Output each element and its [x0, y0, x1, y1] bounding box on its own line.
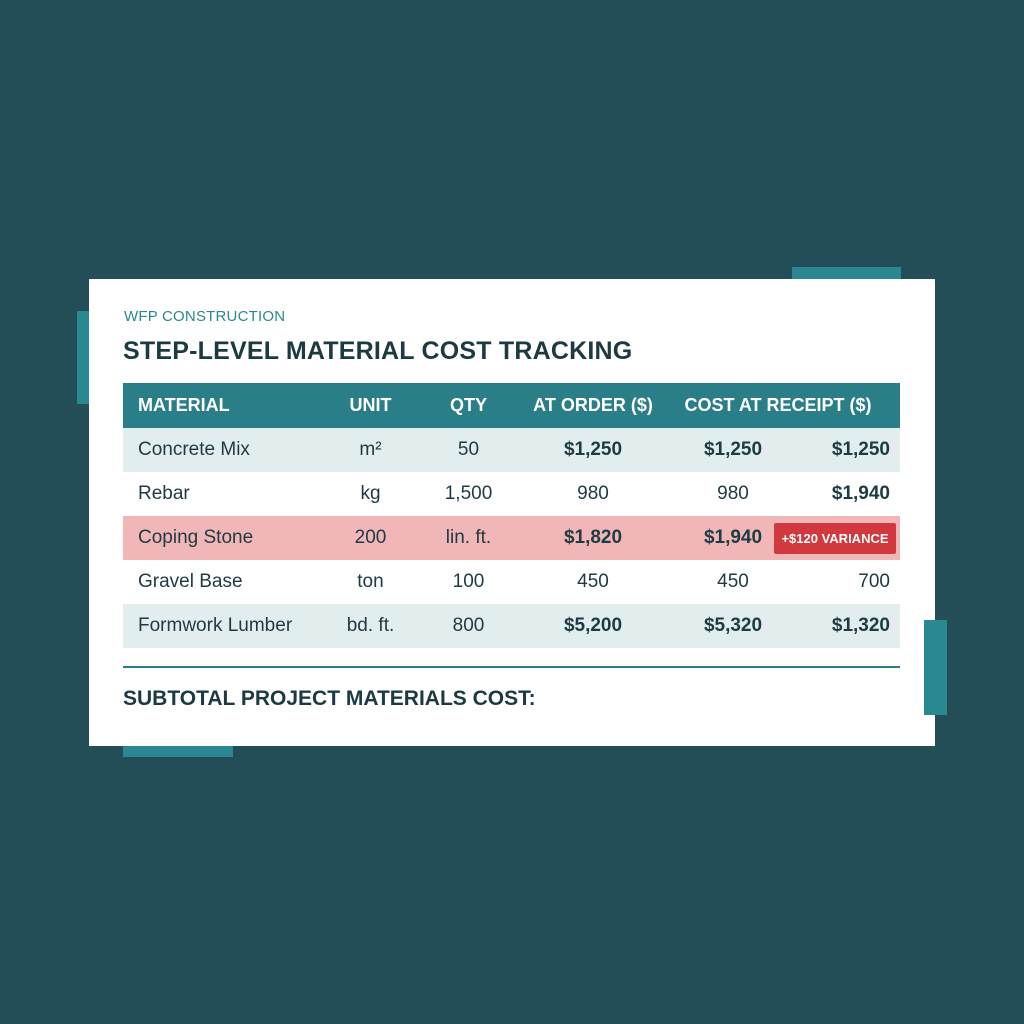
- table-row[interactable]: Rebar kg 1,500 980 980 $1,940: [123, 472, 900, 516]
- column-header-unit: UNIT: [349, 395, 392, 415]
- table-row[interactable]: Concrete Mix m² 50 $1,250 $1,250 $1,250: [123, 428, 900, 472]
- at-order-cell: 980: [577, 483, 609, 504]
- table-row-variance[interactable]: Coping Stone 200 lin. ft. $1,820 $1,940 …: [123, 516, 900, 560]
- receipt-cell: 450: [717, 571, 749, 592]
- unit-cell: kg: [360, 483, 381, 504]
- total-cell: 700: [858, 571, 890, 592]
- total-cell: $1,940: [831, 483, 890, 504]
- page-title: STEP-LEVEL MATERIAL COST TRACKING: [123, 337, 633, 365]
- qty-cell: lin. ft.: [445, 527, 492, 548]
- material-cell: Gravel Base: [138, 571, 243, 592]
- qty-cell: 50: [457, 439, 480, 460]
- material-cell: Formwork Lumber: [138, 615, 293, 636]
- table-row[interactable]: Gravel Base ton 100 450 450 700: [123, 560, 900, 604]
- material-cell: Rebar: [138, 483, 190, 504]
- cost-tracking-card: WFP CONSTRUCTION STEP-LEVEL MATERIAL COS…: [89, 279, 935, 746]
- decorative-accent-bar: [924, 620, 947, 715]
- column-header-cost-at-receipt: COST AT RECEIPT ($): [684, 395, 872, 415]
- at-order-cell: $1,820: [563, 527, 623, 548]
- at-order-cell: $1,250: [563, 439, 623, 460]
- receipt-cell: $1,940: [703, 527, 763, 548]
- unit-cell: m²: [359, 439, 382, 460]
- receipt-cell: $5,320: [703, 615, 763, 636]
- qty-cell: 100: [452, 571, 485, 592]
- column-header-material: MATERIAL: [138, 395, 230, 415]
- material-cell: Coping Stone: [138, 527, 254, 548]
- column-header-qty: QTY: [449, 395, 487, 415]
- total-cell: $1,250: [831, 439, 890, 460]
- variance-badge: +$120 VARIANCE: [774, 523, 896, 554]
- receipt-cell: $1,250: [703, 439, 763, 460]
- receipt-cell: 980: [717, 483, 749, 504]
- material-cell: Concrete Mix: [138, 439, 250, 460]
- table-header-row: MATERIAL UNIT QTY AT ORDER ($) COST AT R…: [123, 383, 900, 428]
- column-header-at-order: AT ORDER ($): [533, 395, 653, 415]
- company-name: WFP CONSTRUCTION: [124, 308, 286, 325]
- total-cell: $1,320: [831, 615, 890, 636]
- unit-cell: ton: [357, 571, 384, 592]
- qty-cell: 800: [452, 615, 485, 636]
- divider: [123, 666, 900, 668]
- at-order-cell: $5,200: [563, 615, 623, 636]
- unit-cell: bd. ft.: [346, 615, 395, 636]
- subtotal-label: SUBTOTAL PROJECT MATERIALS COST:: [123, 687, 536, 710]
- materials-table: MATERIAL UNIT QTY AT ORDER ($) COST AT R…: [123, 383, 900, 648]
- at-order-cell: 450: [577, 571, 609, 592]
- table-row[interactable]: Formwork Lumber bd. ft. 800 $5,200 $5,32…: [123, 604, 900, 648]
- qty-cell: 1,500: [444, 483, 493, 504]
- unit-cell: 200: [354, 527, 387, 548]
